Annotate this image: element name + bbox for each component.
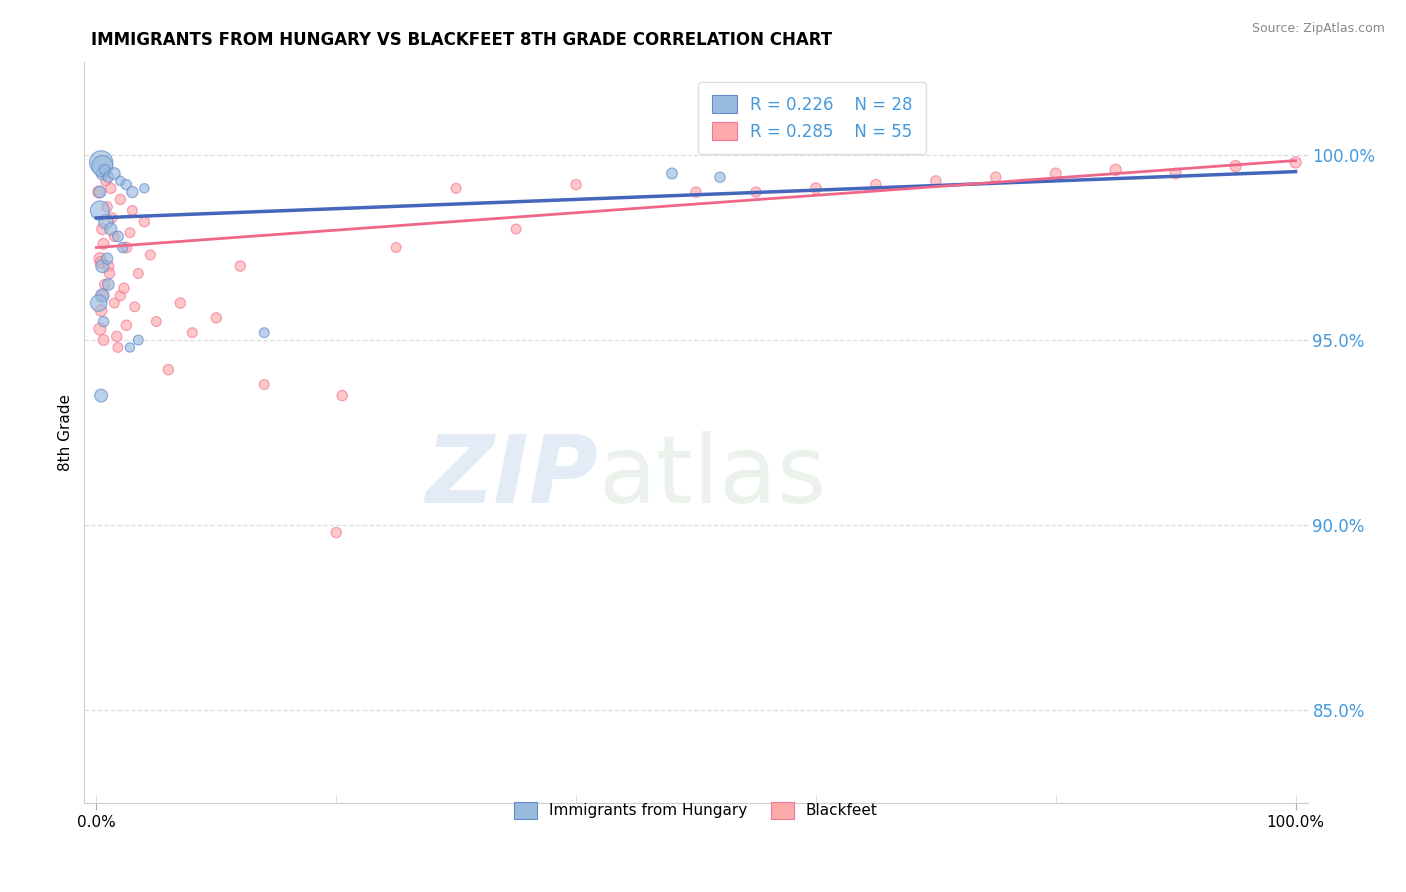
- Point: [93, 236, 115, 251]
- Point: [91, 167, 114, 181]
- Point: [87, 296, 110, 310]
- Text: ZIP: ZIP: [425, 431, 598, 523]
- Point: [107, 229, 129, 244]
- Y-axis label: 8th Grade: 8th Grade: [58, 394, 73, 471]
- Point: [1284, 155, 1306, 169]
- Point: [96, 200, 118, 214]
- Point: [121, 185, 143, 199]
- Point: [124, 300, 146, 314]
- Point: [385, 241, 408, 255]
- Point: [444, 181, 467, 195]
- Point: [90, 388, 112, 402]
- Point: [181, 326, 204, 340]
- Point: [93, 333, 115, 347]
- Point: [925, 174, 948, 188]
- Text: atlas: atlas: [598, 431, 827, 523]
- Point: [91, 222, 114, 236]
- Point: [91, 288, 114, 302]
- Point: [565, 178, 588, 192]
- Point: [103, 296, 125, 310]
- Point: [112, 281, 135, 295]
- Point: [139, 248, 162, 262]
- Point: [127, 333, 149, 347]
- Point: [115, 318, 138, 333]
- Point: [115, 178, 138, 192]
- Point: [93, 277, 117, 292]
- Point: [205, 310, 228, 325]
- Point: [115, 241, 138, 255]
- Point: [111, 241, 134, 255]
- Text: Source: ZipAtlas.com: Source: ZipAtlas.com: [1251, 22, 1385, 36]
- Point: [90, 255, 112, 269]
- Point: [865, 178, 887, 192]
- Point: [253, 326, 276, 340]
- Point: [89, 203, 111, 218]
- Point: [94, 174, 117, 188]
- Point: [89, 185, 111, 199]
- Point: [984, 170, 1007, 185]
- Point: [100, 181, 122, 195]
- Point: [127, 267, 149, 281]
- Point: [107, 341, 129, 355]
- Point: [91, 259, 114, 273]
- Point: [90, 303, 112, 318]
- Point: [325, 525, 347, 540]
- Point: [103, 229, 125, 244]
- Point: [685, 185, 707, 199]
- Point: [118, 226, 141, 240]
- Point: [105, 329, 128, 343]
- Point: [93, 314, 115, 328]
- Point: [229, 259, 252, 273]
- Point: [98, 267, 121, 281]
- Legend: Immigrants from Hungary, Blackfeet: Immigrants from Hungary, Blackfeet: [508, 796, 884, 825]
- Point: [103, 167, 125, 181]
- Point: [1225, 159, 1247, 173]
- Point: [96, 252, 118, 266]
- Point: [110, 193, 132, 207]
- Point: [134, 181, 156, 195]
- Text: IMMIGRANTS FROM HUNGARY VS BLACKFEET 8TH GRADE CORRELATION CHART: IMMIGRANTS FROM HUNGARY VS BLACKFEET 8TH…: [91, 31, 832, 49]
- Point: [121, 203, 143, 218]
- Point: [97, 259, 120, 273]
- Point: [97, 170, 120, 185]
- Point: [253, 377, 276, 392]
- Point: [1045, 167, 1067, 181]
- Point: [89, 322, 111, 336]
- Point: [93, 162, 117, 177]
- Point: [94, 214, 117, 228]
- Point: [1105, 162, 1128, 177]
- Point: [110, 174, 132, 188]
- Point: [709, 170, 731, 185]
- Point: [89, 252, 111, 266]
- Point: [661, 167, 683, 181]
- Point: [100, 222, 122, 236]
- Point: [157, 362, 180, 376]
- Point: [91, 159, 114, 173]
- Point: [1164, 167, 1187, 181]
- Point: [330, 388, 353, 402]
- Point: [804, 181, 827, 195]
- Point: [110, 288, 132, 302]
- Point: [91, 288, 114, 302]
- Point: [101, 211, 124, 225]
- Point: [145, 314, 167, 328]
- Point: [134, 214, 156, 228]
- Point: [90, 155, 112, 169]
- Point: [87, 185, 110, 199]
- Point: [118, 341, 141, 355]
- Point: [505, 222, 527, 236]
- Point: [169, 296, 191, 310]
- Point: [97, 277, 120, 292]
- Point: [745, 185, 768, 199]
